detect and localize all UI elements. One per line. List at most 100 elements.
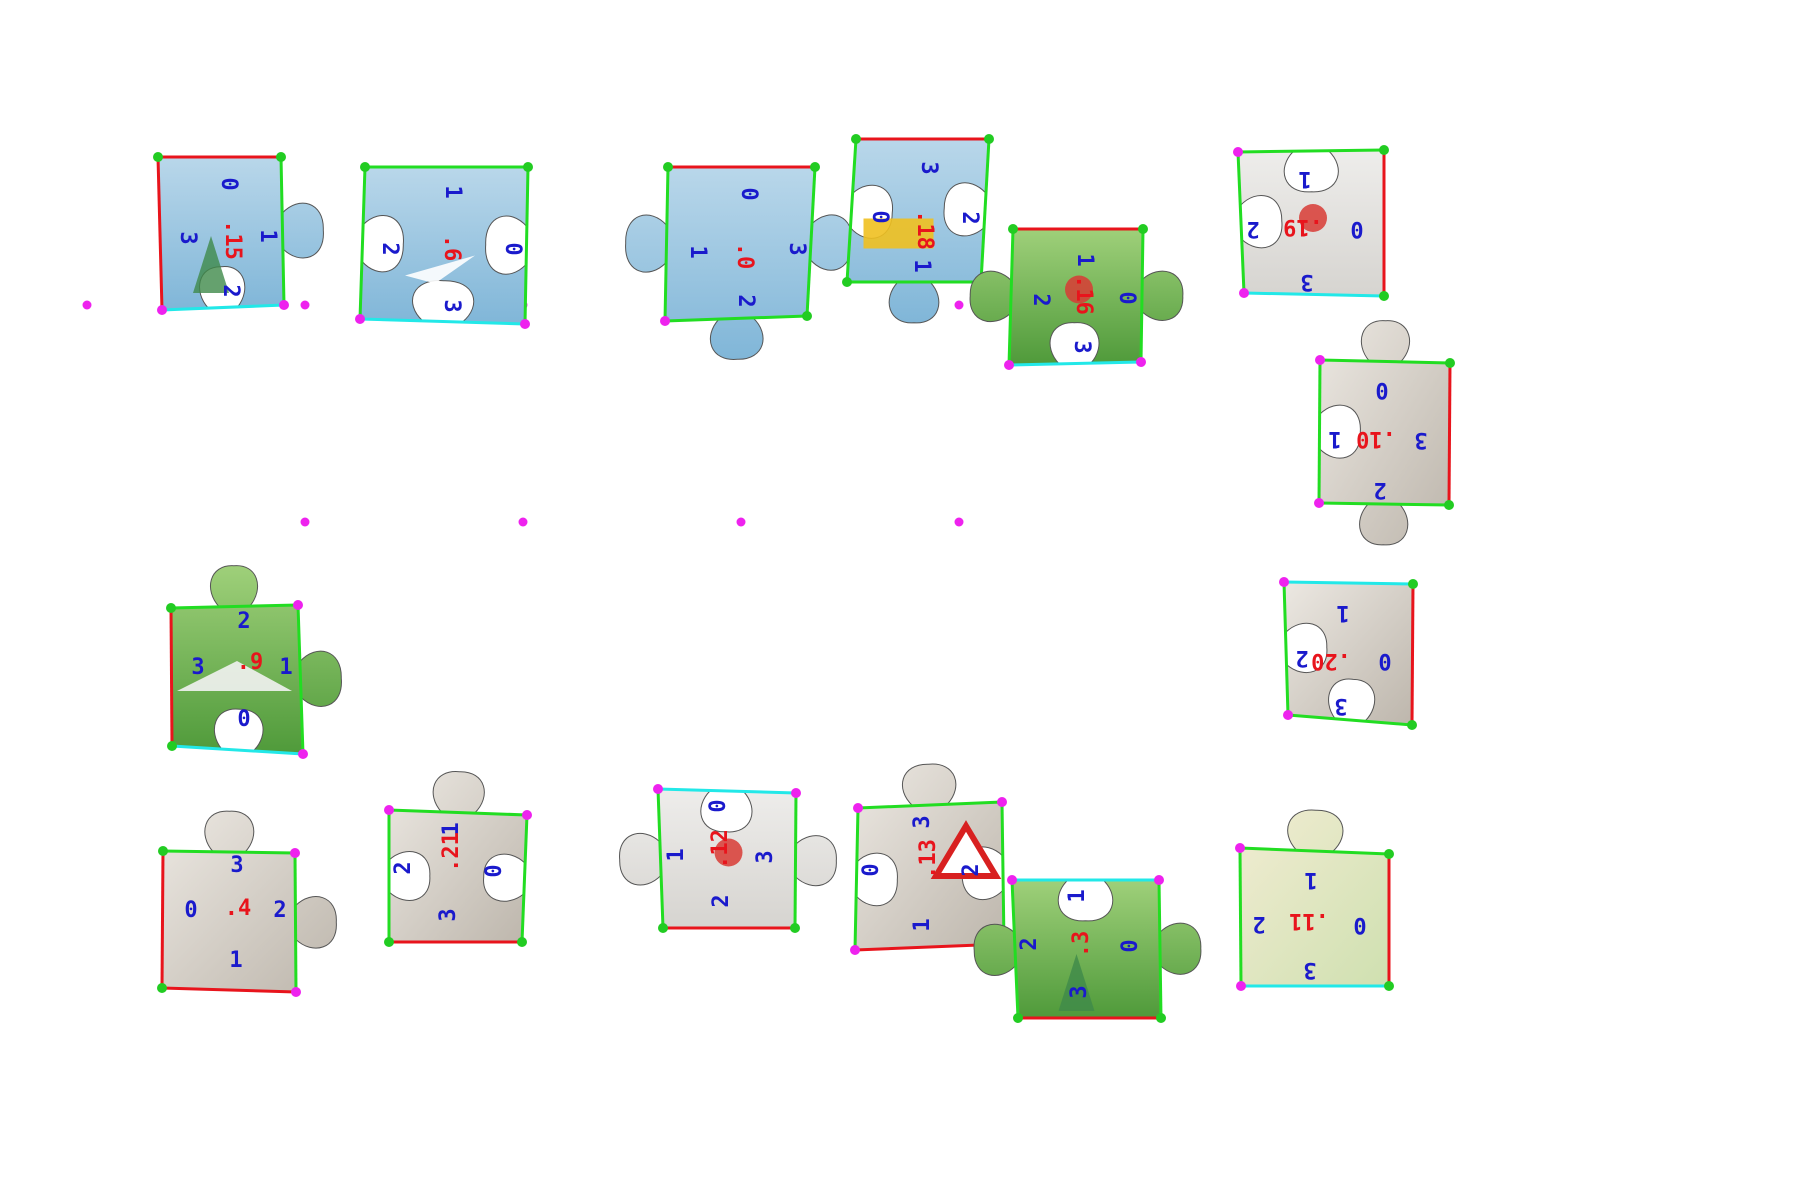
piece-edge xyxy=(1243,291,1385,298)
grid-points xyxy=(82,295,964,527)
piece-edge xyxy=(979,138,991,283)
piece-edge xyxy=(1000,801,1006,945)
puzzle-piece[interactable]: 1 2 3 0 .20 xyxy=(1279,577,1418,730)
edge-index-label: 2 xyxy=(1028,293,1053,306)
edge-index-label: 2 xyxy=(1246,216,1259,241)
puzzle-piece[interactable]: 1 2 3 0 .6 xyxy=(355,162,533,329)
puzzle-piece[interactable]: 0 1 2 3 .10 xyxy=(1314,320,1455,546)
piece-id-label: .20 xyxy=(1311,648,1351,673)
puzzle-piece[interactable]: 0 1 2 3 .0 xyxy=(625,162,853,360)
piece-corner xyxy=(1004,360,1014,370)
edge-index-label: 0 xyxy=(216,177,241,190)
puzzle-piece[interactable]: 2 3 0 1 .9 xyxy=(166,565,342,759)
piece-edge xyxy=(1236,151,1246,294)
puzzle-piece[interactable]: 3 0 1 2 .4 xyxy=(157,810,337,997)
edge-index-label: 3 xyxy=(916,161,941,174)
piece-corner xyxy=(1384,981,1394,991)
piece-corner xyxy=(520,319,530,329)
figure-shape xyxy=(714,838,743,867)
piece-corner xyxy=(523,162,533,172)
puzzle-piece[interactable]: 3 0 1 2 .18 xyxy=(842,134,994,324)
puzzle-piece[interactable]: 0 1 2 3 .15 xyxy=(153,152,324,315)
piece-corner xyxy=(790,923,800,933)
edge-index-label: 0 xyxy=(1118,939,1143,952)
piece-corner xyxy=(1384,849,1394,859)
piece-edge xyxy=(160,850,165,989)
puzzle-piece[interactable]: 1 2 3 0 .16 xyxy=(969,224,1184,370)
puzzle-piece[interactable]: 1 2 3 0 .11 xyxy=(1235,809,1394,991)
piece-edge xyxy=(161,986,297,994)
edge-index-label: 1 xyxy=(1304,867,1317,892)
piece-id-label: .21 xyxy=(439,832,464,872)
grid-point xyxy=(300,517,310,527)
piece-corner xyxy=(1283,710,1293,720)
piece-corner xyxy=(1136,357,1146,367)
piece-edge xyxy=(793,792,798,929)
piece-corner xyxy=(276,152,286,162)
piece-edge xyxy=(1447,362,1452,506)
piece-corner xyxy=(791,788,801,798)
piece-id-label: .3 xyxy=(1069,931,1094,958)
puzzle-piece[interactable]: 1 2 3 0 .21 xyxy=(384,771,532,947)
piece-shape xyxy=(1318,320,1451,546)
piece-corner xyxy=(1315,355,1325,365)
edge-index-label: 1 xyxy=(279,655,292,680)
piece-corner xyxy=(802,311,812,321)
puzzle-piece[interactable]: 1 2 3 0 .19 xyxy=(1233,145,1389,301)
piece-corner xyxy=(290,848,300,858)
piece-edge xyxy=(1008,360,1142,367)
piece-edge xyxy=(296,604,305,755)
sign-shape xyxy=(930,820,1002,879)
piece-corner xyxy=(298,749,308,759)
piece-corner xyxy=(658,923,668,933)
edge-index-label: 0 xyxy=(1353,912,1366,937)
piece-edge xyxy=(1007,228,1015,366)
edge-index-label: 1 xyxy=(1328,426,1341,451)
figure-shape xyxy=(1299,204,1327,232)
edge-index-label: 2 xyxy=(237,609,250,634)
piece-edge xyxy=(1283,580,1414,586)
edge-index-label: 2 xyxy=(218,284,243,297)
puzzle-piece[interactable]: 0 1 2 3 .12 xyxy=(619,784,837,933)
piece-corner xyxy=(653,784,663,794)
piece-corner xyxy=(157,305,167,315)
piece-corner xyxy=(1408,579,1418,589)
piece-edge xyxy=(1238,847,1243,987)
edge-index-label: 3 xyxy=(175,231,200,244)
piece-edge xyxy=(857,800,1003,810)
piece-corner xyxy=(1236,981,1246,991)
piece-edge xyxy=(169,607,174,747)
piece-id-label: .10 xyxy=(1356,426,1396,451)
piece-edge xyxy=(1239,846,1390,856)
grid-point xyxy=(82,300,92,310)
grid-point xyxy=(954,300,964,310)
edge-index-label: 2 xyxy=(959,863,984,876)
grid-point xyxy=(736,517,746,527)
piece-corner xyxy=(279,300,289,310)
piece-edge xyxy=(162,849,296,855)
pieces-layer: 0 1 2 3 .15 1 2 3 0 .6 0 1 2 3 .0 3 0 1 2 .18 1 2 3 0 .16 1 2 3 0 .19… xyxy=(153,134,1455,1023)
piece-edge xyxy=(359,317,526,326)
tree-shape xyxy=(193,236,229,293)
piece-corner xyxy=(384,805,394,815)
piece-id-label: .19 xyxy=(1283,214,1323,239)
edge-index-label: 1 xyxy=(685,245,710,258)
puzzle-piece[interactable]: 3 0 1 2 .13 xyxy=(850,763,1009,955)
piece-id-label: .0 xyxy=(732,243,757,270)
piece-id-label: .15 xyxy=(220,220,245,260)
edge-index-label: 2 xyxy=(957,211,982,224)
edge-index-label: 3 xyxy=(191,655,204,680)
edge-index-label: 2 xyxy=(733,294,758,307)
piece-id-label: .4 xyxy=(225,896,252,921)
edge-index-label: 3 xyxy=(230,853,243,878)
edge-index-label: 2 xyxy=(377,242,402,255)
edge-index-label: 0 xyxy=(1378,648,1391,673)
piece-edge xyxy=(657,787,797,795)
piece-corner xyxy=(1138,224,1148,234)
edge-index-label: 1 xyxy=(910,918,935,931)
edge-index-label: 2 xyxy=(1373,477,1386,502)
figure-shape xyxy=(1065,275,1093,304)
piece-corner xyxy=(1279,577,1289,587)
puzzle-piece[interactable]: 1 2 3 0 .3 xyxy=(973,875,1202,1023)
